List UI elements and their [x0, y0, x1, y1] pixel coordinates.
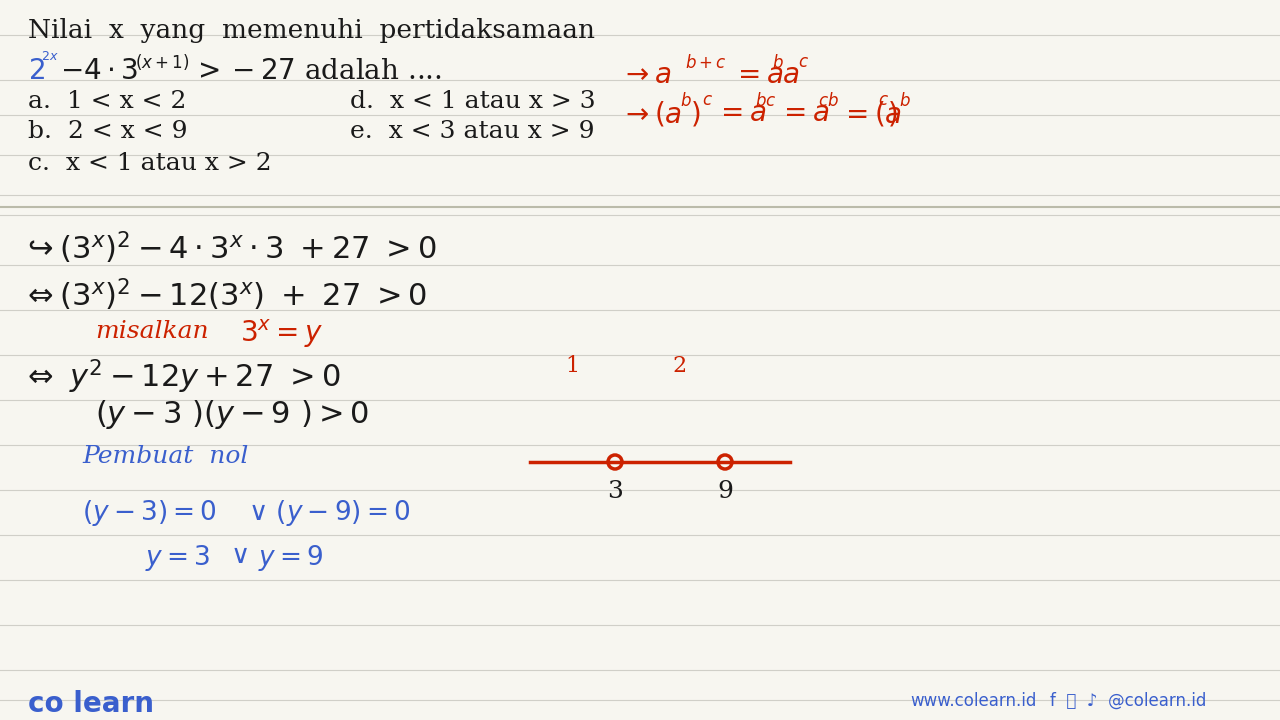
- Text: $c$: $c$: [878, 92, 888, 109]
- Text: $(y-3\ )(y-9\ )>0$: $(y-3\ )(y-9\ )>0$: [95, 398, 369, 431]
- Text: $b$: $b$: [772, 54, 783, 72]
- Text: $cb$: $cb$: [818, 92, 838, 110]
- Text: $- 4 \cdot 3$: $- 4 \cdot 3$: [60, 58, 138, 85]
- Text: d.  x < 1 atau x > 3: d. x < 1 atau x > 3: [349, 90, 595, 113]
- Text: co learn: co learn: [28, 690, 154, 718]
- Text: $c$: $c$: [701, 92, 713, 109]
- Text: misalkan: misalkan: [95, 320, 209, 343]
- Text: e.  x < 3 atau x > 9: e. x < 3 atau x > 9: [349, 120, 594, 143]
- Text: $y=3$: $y=3$: [145, 543, 210, 573]
- Text: 3: 3: [607, 480, 623, 503]
- Text: $3^x = y$: $3^x = y$: [241, 318, 323, 351]
- Text: $\vee\ (y-9)=0$: $\vee\ (y-9)=0$: [248, 498, 411, 528]
- Text: $\Leftrightarrow (3^x)^2 - 12(3^x)\ +\ 27\ >0$: $\Leftrightarrow (3^x)^2 - 12(3^x)\ +\ 2…: [22, 277, 428, 313]
- Text: $)$: $)$: [690, 100, 700, 129]
- Text: Nilai  x  yang  memenuhi  pertidaksamaan: Nilai x yang memenuhi pertidaksamaan: [28, 18, 595, 43]
- Text: Pembuat  nol: Pembuat nol: [82, 445, 248, 468]
- Text: $(x+1)$: $(x+1)$: [134, 52, 189, 72]
- Text: $\rightarrow a$: $\rightarrow a$: [620, 62, 671, 89]
- Text: $b+c$: $b+c$: [685, 54, 727, 72]
- Text: $^{2x}$: $^{2x}$: [41, 52, 59, 70]
- Text: c.  x < 1 atau x > 2: c. x < 1 atau x > 2: [28, 152, 271, 175]
- Text: $)$: $)$: [887, 100, 897, 129]
- Text: a.  1 < x < 2: a. 1 < x < 2: [28, 90, 187, 113]
- Text: $bc$: $bc$: [755, 92, 777, 110]
- Text: $\Leftrightarrow\ y^2 - 12y + 27\ >0$: $\Leftrightarrow\ y^2 - 12y + 27\ >0$: [22, 358, 340, 397]
- Text: 2: 2: [673, 355, 687, 377]
- Circle shape: [718, 455, 732, 469]
- Text: 1: 1: [564, 355, 579, 377]
- Text: $> -27$ adalah ....: $> -27$ adalah ....: [192, 58, 442, 85]
- Text: $(y-3)=0$: $(y-3)=0$: [82, 498, 216, 528]
- Text: $\vee$: $\vee$: [230, 543, 248, 568]
- Text: $a$: $a$: [782, 62, 799, 89]
- Text: $y=9$: $y=9$: [259, 543, 324, 573]
- Text: www.colearn.id: www.colearn.id: [910, 692, 1037, 710]
- Text: $=(a$: $=(a$: [840, 100, 902, 129]
- Text: $c$: $c$: [797, 54, 809, 71]
- Text: $b$: $b$: [680, 92, 691, 110]
- Text: $= a$: $= a$: [716, 100, 767, 127]
- Text: f  ⓞ  ♪  @colearn.id: f ⓞ ♪ @colearn.id: [1050, 692, 1206, 710]
- Text: $2$: $2$: [28, 58, 45, 85]
- Circle shape: [608, 455, 622, 469]
- Text: b.  2 < x < 9: b. 2 < x < 9: [28, 120, 187, 143]
- Text: 9: 9: [717, 480, 733, 503]
- Text: $= a$: $= a$: [778, 100, 829, 127]
- Text: $= a$: $= a$: [732, 62, 783, 89]
- Text: $b$: $b$: [899, 92, 911, 110]
- Text: $\rightarrow (a$: $\rightarrow (a$: [620, 100, 682, 129]
- Text: $\hookrightarrow (3^x)^2 - 4 \cdot 3^x \cdot 3\ +27\ >0$: $\hookrightarrow (3^x)^2 - 4 \cdot 3^x \…: [22, 230, 436, 266]
